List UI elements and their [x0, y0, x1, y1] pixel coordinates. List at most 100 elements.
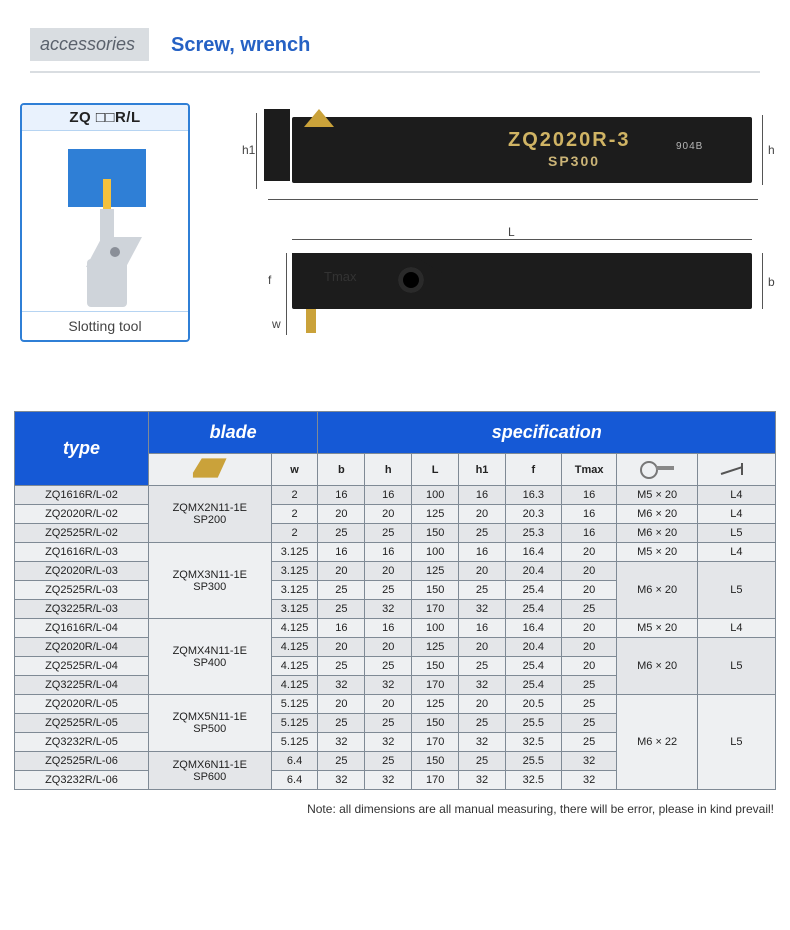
table-row: ZQ2020R/L-033.12520201252020.420M6 × 20L…	[15, 562, 776, 581]
table-cell: 150	[412, 752, 459, 771]
table-cell: 25.4	[505, 657, 561, 676]
table-cell: 25	[459, 657, 506, 676]
table-row: ZQ1616R/L-04ZQMX4N11-1E SP4004.125161610…	[15, 619, 776, 638]
table-cell: 20	[459, 505, 506, 524]
table-cell: 25	[365, 657, 412, 676]
table-row: ZQ1616R/L-02ZQMX2N11-1E SP20021616100161…	[15, 486, 776, 505]
table-cell: 16	[561, 524, 617, 543]
table-cell: 25	[459, 581, 506, 600]
table-cell: ZQ3225R/L-03	[15, 600, 149, 619]
accessories-row: accessories Screw, wrench	[0, 0, 790, 61]
table-row: ZQ2020R/L-05ZQMX5N11-1E SP5005.125202012…	[15, 695, 776, 714]
table-cell: 32	[365, 733, 412, 752]
slotting-title: ZQ □□R/L	[22, 105, 188, 131]
table-cell: 100	[412, 543, 459, 562]
table-cell: 25	[459, 524, 506, 543]
table-cell: 32	[561, 752, 617, 771]
hdr-wrench-icon	[697, 454, 775, 486]
table-cell: ZQ2020R/L-03	[15, 562, 149, 581]
table-cell: 5.125	[271, 733, 318, 752]
accessories-label: accessories	[30, 28, 149, 61]
dim-L: L	[508, 225, 515, 239]
tool-model-sub: SP300	[548, 153, 600, 169]
table-cell: M6 × 20	[617, 638, 697, 695]
table-cell: 20	[459, 695, 506, 714]
table-cell: M5 × 20	[617, 619, 697, 638]
table-cell: ZQ3232R/L-05	[15, 733, 149, 752]
table-cell: ZQ2525R/L-06	[15, 752, 149, 771]
dim-h1: h1	[242, 143, 255, 157]
schematic-insert	[103, 179, 111, 209]
hdr-type: type	[15, 412, 149, 486]
table-cell: 25	[318, 524, 365, 543]
table-cell: 25.5	[505, 752, 561, 771]
diagram-area: ZQ □□R/L Slotting tool ZQ2020R-3 SP300 9…	[20, 103, 790, 383]
table-cell: ZQ2525R/L-04	[15, 657, 149, 676]
table-cell: 170	[412, 771, 459, 790]
tool-clamp-block	[264, 109, 290, 181]
dimline-f	[286, 253, 287, 335]
table-cell: M5 × 20	[617, 486, 697, 505]
table-cell: 125	[412, 562, 459, 581]
accessories-value: Screw, wrench	[171, 34, 310, 61]
table-cell: 3.125	[271, 600, 318, 619]
table-cell: M6 × 22	[617, 695, 697, 790]
table-cell: 32.5	[505, 733, 561, 752]
slotting-tool-card: ZQ □□R/L Slotting tool	[20, 103, 190, 342]
table-cell: 25.3	[505, 524, 561, 543]
table-cell: 25	[561, 600, 617, 619]
hdr-blade-icon	[148, 454, 271, 486]
table-cell: 4.125	[271, 676, 318, 695]
slotting-foot: Slotting tool	[22, 311, 188, 340]
table-cell: L4	[697, 505, 775, 524]
table-cell: 3.125	[271, 562, 318, 581]
hdr-b: b	[318, 454, 365, 486]
table-cell: 20	[561, 638, 617, 657]
table-cell: 5.125	[271, 714, 318, 733]
tool-batch-code: 904B	[676, 141, 703, 152]
table-cell: ZQ2020R/L-04	[15, 638, 149, 657]
table-cell: 32	[318, 733, 365, 752]
table-cell: 32.5	[505, 771, 561, 790]
table-cell: 20	[561, 581, 617, 600]
table-cell: 125	[412, 505, 459, 524]
table-row: ZQ2525R/L-02225251502525.316M6 × 20L5	[15, 524, 776, 543]
table-row: ZQ2020R/L-02220201252020.316M6 × 20L4	[15, 505, 776, 524]
schematic-cylinder	[87, 259, 127, 307]
table-cell: 4.125	[271, 638, 318, 657]
table-cell: 16.3	[505, 486, 561, 505]
table-cell: 20	[561, 619, 617, 638]
table-cell: ZQ3232R/L-06	[15, 771, 149, 790]
table-cell: 16	[365, 619, 412, 638]
table-cell: M6 × 20	[617, 562, 697, 619]
table-cell: 20	[561, 562, 617, 581]
dimline-bottom1	[268, 199, 758, 200]
hdr-blade: blade	[148, 412, 318, 454]
table-cell: 20	[459, 638, 506, 657]
screw-icon	[640, 457, 674, 479]
table-cell: 20	[561, 543, 617, 562]
hdr-spec: specification	[318, 412, 776, 454]
tool-top-view: L Tmax f w b	[208, 239, 770, 359]
table-cell: M6 × 20	[617, 524, 697, 543]
table-cell: 25	[365, 752, 412, 771]
table-cell: 6.4	[271, 752, 318, 771]
table-cell: 16	[459, 486, 506, 505]
hdr-Tmax: Tmax	[561, 454, 617, 486]
hdr-h: h	[365, 454, 412, 486]
table-cell: 25	[365, 581, 412, 600]
table-cell: ZQ2525R/L-03	[15, 581, 149, 600]
table-cell: 16.4	[505, 543, 561, 562]
table-cell: 25	[459, 714, 506, 733]
schematic-screw-dot	[110, 247, 120, 257]
table-cell: L5	[697, 524, 775, 543]
table-cell: ZQMX6N11-1E SP600	[148, 752, 271, 790]
table-cell: 16	[365, 543, 412, 562]
table-cell: 25	[318, 657, 365, 676]
table-cell: 16	[459, 543, 506, 562]
table-cell: ZQ2525R/L-02	[15, 524, 149, 543]
table-cell: 25.5	[505, 714, 561, 733]
table-cell: L4	[697, 486, 775, 505]
table-cell: 100	[412, 486, 459, 505]
hdr-h1: h1	[459, 454, 506, 486]
